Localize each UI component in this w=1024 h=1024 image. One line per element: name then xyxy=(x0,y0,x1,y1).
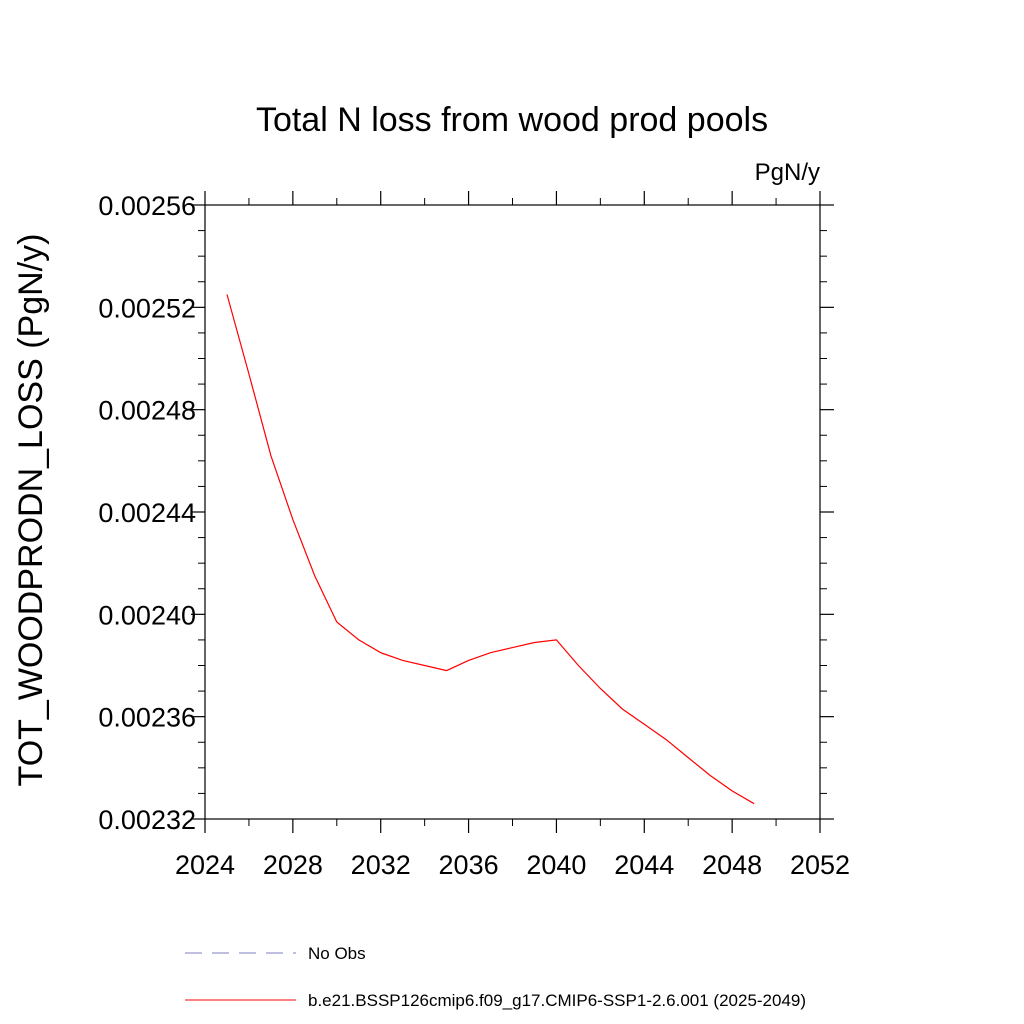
x-tick-label: 2028 xyxy=(263,850,323,880)
legend: No Obs b.e21.BSSP126cmip6.f09_g17.CMIP6-S… xyxy=(185,944,806,1010)
x-tick-label: 2048 xyxy=(702,850,762,880)
legend-label-0: No Obs xyxy=(308,944,366,963)
x-tick-label: 2024 xyxy=(175,850,235,880)
y-tick-label: 0.00244 xyxy=(98,498,196,528)
y-tick-label: 0.00236 xyxy=(98,703,196,733)
axes: 2024 2028 2032 2036 2040 2044 2048 2052 0.00232 0… xyxy=(98,191,850,880)
x-tick-label: 2036 xyxy=(439,850,499,880)
y-tick-label: 0.00252 xyxy=(98,293,196,323)
x-tick-label: 2040 xyxy=(526,850,586,880)
chart-title: Total N loss from wood prod pools xyxy=(256,101,768,139)
plot-series xyxy=(226,294,755,805)
y-axis-label: TOT_WOODPRODN_LOSS (PgN/y) xyxy=(12,234,50,787)
legend-label-1: b.e21.BSSP126cmip6.f09_g17.CMIP6-SSP1-2.… xyxy=(308,991,806,1010)
y-tick-label: 0.00232 xyxy=(98,805,196,835)
x-tick-label: 2052 xyxy=(790,850,850,880)
y-tick-label: 0.00240 xyxy=(98,600,196,630)
y-tick-label: 0.00256 xyxy=(98,191,196,221)
y-tick-label: 0.00248 xyxy=(98,396,196,426)
x-tick-label: 2032 xyxy=(351,850,411,880)
x-tick-label: 2044 xyxy=(614,850,674,880)
units-label: PgN/y xyxy=(755,159,820,186)
plot-frame xyxy=(204,204,821,820)
series-line-0 xyxy=(226,294,755,805)
